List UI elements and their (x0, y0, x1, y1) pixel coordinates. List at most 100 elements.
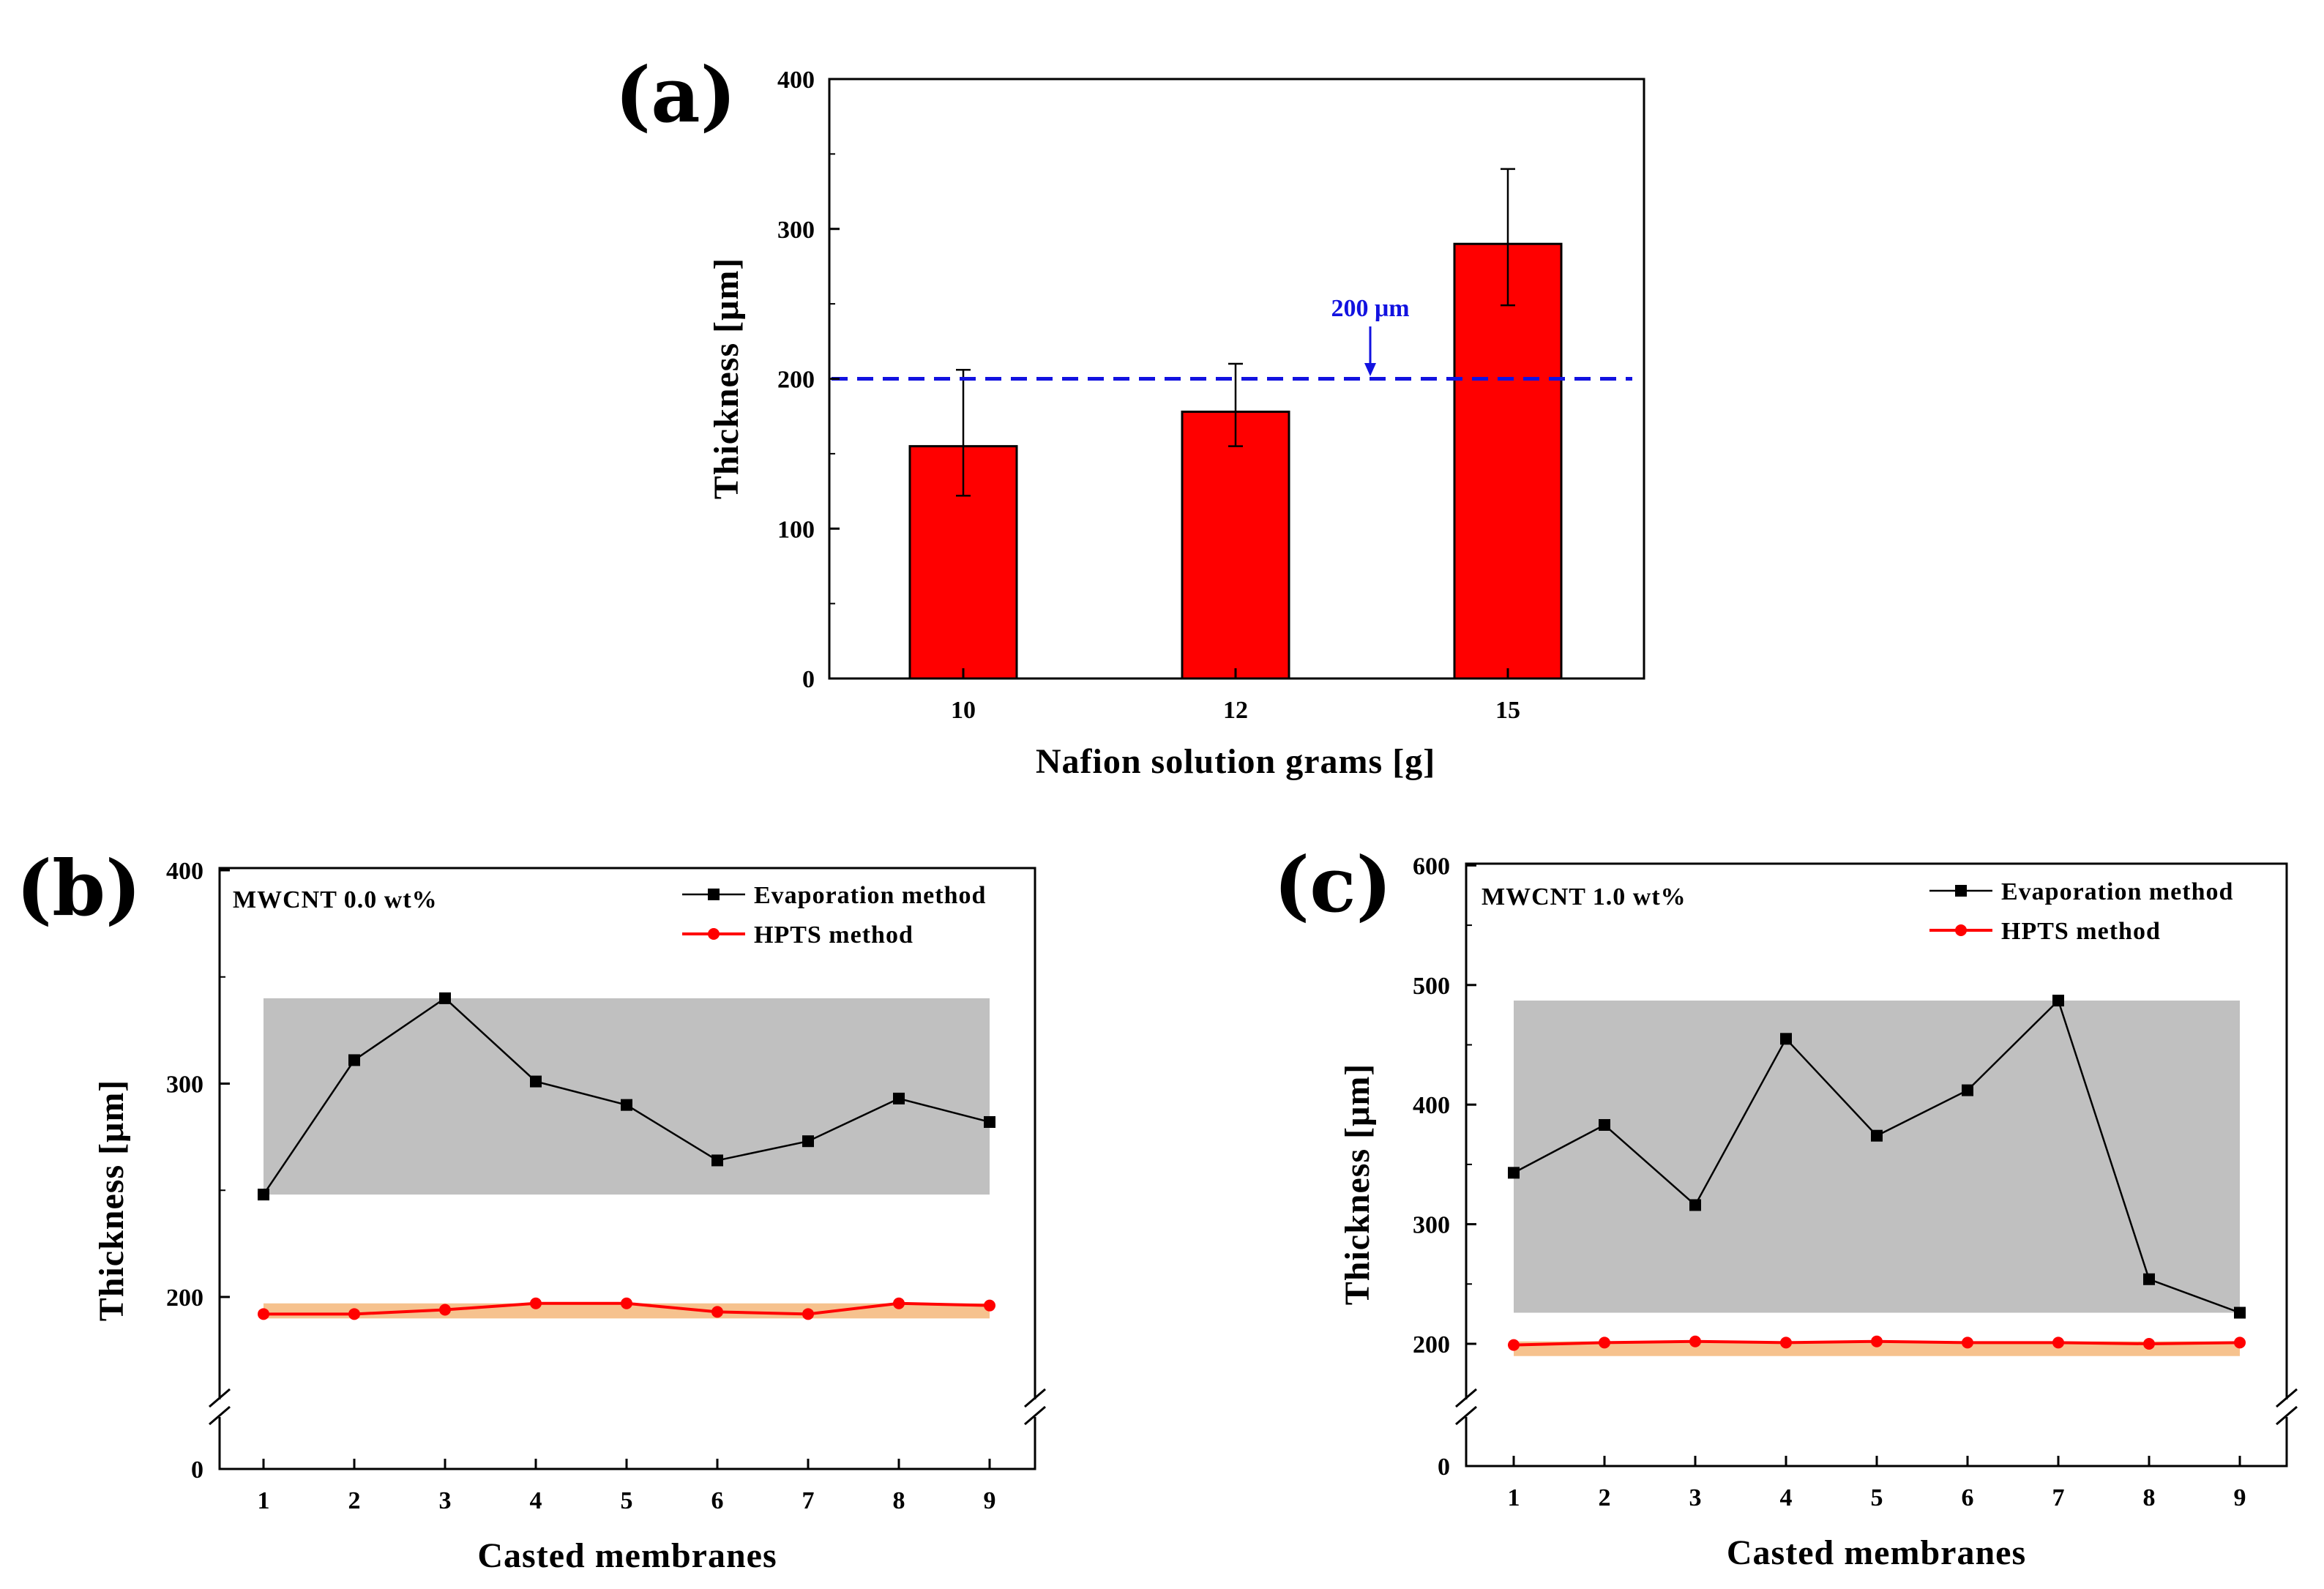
x-tick-label: 15 (1495, 697, 1520, 724)
y-tick-label: 0 (802, 666, 815, 693)
legend-entry-hpts-method: HPTS method (682, 921, 913, 949)
y-tick-label: 400 (166, 858, 203, 885)
panel-a: (a) 200 μm 0 100 200 300 400 10 12 15 Nafion solut… (615, 50, 1645, 781)
panel-label-b: (b) (16, 843, 141, 933)
data-point-hpts-method (348, 1308, 360, 1320)
data-point-evaporation-method (2234, 1306, 2246, 1319)
data-point-hpts-method (2143, 1338, 2155, 1350)
y-axis-title: Thickness [μm] (707, 258, 746, 500)
x-tick-label: 8 (893, 1487, 905, 1514)
data-point-hpts-method (802, 1308, 814, 1320)
bar-15 (1453, 242, 1563, 680)
axis-break-mark (209, 1405, 231, 1426)
y-tick-label: 200 (166, 1285, 203, 1312)
plot-frame-upper (218, 867, 1036, 1399)
y-tick-label: 200 (777, 367, 815, 394)
data-point-hpts-method (1780, 1336, 1792, 1349)
x-tick-label: 8 (2143, 1484, 2156, 1511)
data-point-evaporation-method (711, 1154, 723, 1167)
x-tick-label: 4 (1780, 1484, 1793, 1511)
data-point-hpts-method (984, 1299, 995, 1312)
data-point-evaporation-method (1599, 1118, 1610, 1131)
data-point-hpts-method (258, 1308, 269, 1320)
data-point-hpts-method (530, 1297, 542, 1309)
x-axis-title: Casted membranes (1727, 1533, 2026, 1572)
x-tick-label: 6 (711, 1487, 724, 1514)
data-point-hpts-method (2234, 1336, 2246, 1349)
data-point-hpts-method (2052, 1336, 2064, 1349)
y-tick-label: 0 (1438, 1454, 1450, 1481)
data-point-hpts-method (711, 1306, 723, 1318)
band-evaporation-method (1514, 1001, 2240, 1313)
data-point-evaporation-method (258, 1189, 269, 1201)
panel-c: (c) 0 200 300 400 500 600 1 2 3 4 5 6 7 8 9 MWCNT 1.0 wt… (1274, 840, 2298, 1572)
y-tick-label: 400 (777, 67, 815, 94)
data-point-evaporation-method (1508, 1167, 1520, 1179)
legend-label: HPTS method (754, 921, 913, 949)
error-bar-10 (956, 368, 971, 497)
legend-marker (1955, 885, 1967, 897)
legend-label: Evaporation method (2001, 878, 2233, 905)
legend-entry-hpts-method: HPTS method (1929, 918, 2161, 945)
data-point-hpts-method (1962, 1336, 1973, 1349)
condition-annotation: MWCNT 0.0 wt% (233, 886, 438, 913)
legend-marker (708, 889, 720, 900)
data-point-evaporation-method (1871, 1129, 1883, 1142)
legend-marker (708, 928, 720, 940)
bar-12 (1181, 411, 1290, 680)
y-tick-label: 600 (1413, 853, 1450, 880)
x-tick-label: 5 (1871, 1484, 1883, 1511)
plot-frame-upper (1465, 862, 2288, 1399)
axis-break-mark (2276, 1405, 2298, 1426)
data-point-evaporation-method (2052, 995, 2064, 1007)
legend-label: HPTS method (2001, 918, 2161, 945)
data-point-evaporation-method (348, 1054, 360, 1066)
data-point-hpts-method (1599, 1336, 1610, 1349)
x-tick-label: 4 (530, 1487, 542, 1514)
x-tick-label: 12 (1223, 697, 1248, 724)
condition-annotation: MWCNT 1.0 wt% (1482, 883, 1686, 911)
data-point-hpts-method (893, 1297, 905, 1309)
y-tick-label: 300 (1413, 1212, 1450, 1239)
data-point-evaporation-method (621, 1099, 632, 1111)
data-point-evaporation-method (1689, 1199, 1701, 1211)
y-tick-label: 300 (166, 1072, 203, 1099)
x-tick-label: 3 (1689, 1484, 1702, 1511)
data-point-hpts-method (1508, 1339, 1520, 1351)
data-point-hpts-method (621, 1297, 632, 1309)
reference-line-label: 200 μm (1331, 295, 1409, 322)
y-tick-label: 100 (777, 516, 815, 543)
x-axis-title: Nafion solution grams [g] (1036, 742, 1435, 781)
axis-break-mark (1024, 1405, 1046, 1426)
legend-entry-evaporation-method: Evaporation method (1929, 878, 2233, 905)
band-evaporation-method (264, 998, 990, 1195)
axis-break-mark (1455, 1405, 1477, 1426)
x-tick-label: 7 (802, 1487, 815, 1514)
y-axis-title: Thickness [μm] (1338, 1063, 1377, 1306)
panel-label-a: (a) (615, 50, 736, 140)
axis-break-mark (1455, 1388, 1477, 1408)
x-tick-label: 9 (984, 1487, 996, 1514)
x-tick-label: 2 (1599, 1484, 1611, 1511)
data-point-evaporation-method (1780, 1033, 1792, 1045)
data-point-evaporation-method (439, 992, 451, 1004)
x-tick-label: 9 (2234, 1484, 2246, 1511)
x-tick-label: 1 (258, 1487, 270, 1514)
legend-label: Evaporation method (754, 882, 986, 909)
y-tick-label: 400 (1413, 1092, 1450, 1119)
x-tick-label: 7 (2052, 1484, 2065, 1511)
y-tick-label: 500 (1413, 973, 1450, 1000)
data-point-evaporation-method (984, 1115, 995, 1128)
x-tick-label: 3 (439, 1487, 452, 1514)
panel-b: (b) 0 200 300 400 1 2 3 4 5 6 7 8 9 MWCNT 0.0 wt% Evapo… (16, 843, 1046, 1575)
panel-label-c: (c) (1274, 840, 1392, 930)
data-point-hpts-method (1689, 1335, 1701, 1347)
data-point-evaporation-method (530, 1075, 542, 1088)
x-axis-title: Casted membranes (477, 1536, 777, 1575)
axis-break-mark (209, 1388, 231, 1408)
error-bar-15 (1501, 168, 1515, 307)
legend-entry-evaporation-method: Evaporation method (682, 882, 986, 909)
axis-break-mark (2276, 1388, 2298, 1408)
x-tick-label: 6 (1962, 1484, 1974, 1511)
